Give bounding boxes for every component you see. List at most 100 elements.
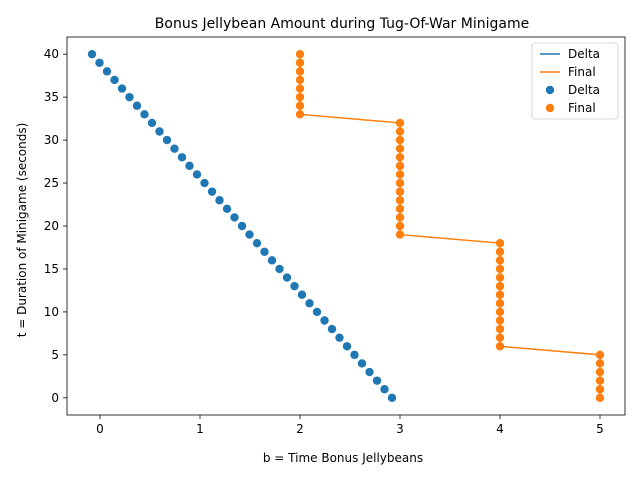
y-tick-label: 0 — [51, 391, 59, 405]
data-point-final — [495, 247, 505, 256]
data-point-final — [595, 367, 605, 377]
y-axis-label: t = Duration of Minigame (seconds) — [15, 123, 29, 338]
data-point-final — [395, 170, 405, 179]
data-point-delta — [387, 393, 397, 403]
legend-label: Delta — [568, 83, 600, 97]
data-point-delta — [245, 230, 254, 239]
data-point-final — [295, 84, 305, 93]
data-point-delta — [207, 187, 217, 196]
data-point-delta — [162, 135, 172, 145]
plot-area — [87, 49, 605, 403]
data-point-final — [595, 359, 605, 368]
data-point-delta — [102, 67, 112, 76]
data-point-final — [395, 196, 405, 205]
data-point-final — [395, 187, 405, 196]
chart-title: Bonus Jellybean Amount during Tug-Of-War… — [155, 16, 529, 32]
data-point-final — [395, 135, 405, 145]
data-point-final — [395, 153, 405, 162]
data-point-final — [395, 213, 405, 222]
data-point-final — [395, 118, 405, 128]
y-tick-label: 30 — [44, 133, 59, 147]
data-point-final — [595, 385, 605, 394]
x-tick-label: 3 — [396, 422, 404, 436]
y-tick-label: 15 — [44, 262, 59, 276]
y-tick-label: 5 — [51, 348, 59, 362]
data-point-final — [495, 273, 505, 282]
data-point-delta — [140, 110, 149, 119]
data-point-final — [395, 144, 405, 153]
data-point-final — [295, 110, 305, 119]
data-point-final — [395, 221, 405, 231]
data-point-delta — [365, 367, 374, 377]
data-point-final — [495, 290, 505, 299]
data-point-delta — [267, 256, 277, 265]
data-point-final — [395, 178, 405, 188]
x-tick-label: 2 — [296, 422, 304, 436]
data-point-final — [295, 92, 305, 102]
data-point-final — [495, 316, 505, 325]
data-point-delta — [185, 161, 194, 171]
legend-label: Final — [568, 65, 596, 79]
data-point-final — [495, 264, 505, 274]
data-point-final — [495, 333, 505, 342]
data-point-delta — [305, 299, 314, 308]
data-point-delta — [110, 75, 119, 85]
data-point-delta — [297, 290, 307, 299]
legend-swatch-marker — [545, 85, 555, 95]
data-point-delta — [230, 213, 239, 222]
x-tick-label: 4 — [496, 422, 504, 436]
data-point-delta — [222, 204, 232, 214]
data-point-final — [295, 67, 305, 76]
data-point-final — [495, 238, 505, 248]
data-point-final — [495, 281, 505, 291]
data-point-delta — [117, 84, 127, 93]
data-point-delta — [342, 342, 352, 351]
data-point-delta — [282, 273, 292, 282]
x-axis-label: b = Time Bonus Jellybeans — [263, 451, 423, 465]
y-tick-label: 35 — [44, 90, 59, 104]
data-point-final — [395, 230, 405, 239]
legend-box — [531, 42, 619, 120]
data-point-final — [295, 101, 305, 110]
data-point-delta — [275, 264, 284, 274]
data-point-delta — [132, 101, 142, 110]
legend-swatch-marker — [545, 103, 555, 113]
data-point-delta — [252, 238, 262, 248]
x-tick-label: 0 — [96, 422, 104, 436]
data-point-final — [395, 204, 405, 214]
data-point-delta — [200, 178, 209, 188]
data-point-delta — [380, 385, 389, 394]
data-point-final — [495, 256, 505, 265]
legend-label: Delta — [568, 47, 600, 61]
data-point-delta — [95, 58, 104, 67]
data-point-delta — [260, 247, 269, 256]
data-point-delta — [170, 144, 179, 153]
y-tick-label: 25 — [44, 176, 59, 190]
data-point-delta — [372, 376, 382, 385]
data-point-final — [295, 49, 305, 59]
data-point-delta — [312, 307, 322, 317]
data-point-final — [295, 58, 305, 67]
data-point-delta — [237, 221, 247, 231]
legend-label: Final — [568, 101, 596, 115]
data-point-final — [495, 342, 505, 351]
data-point-delta — [290, 281, 299, 291]
data-point-final — [295, 75, 305, 85]
data-point-final — [395, 161, 405, 171]
data-point-delta — [87, 49, 97, 59]
data-point-delta — [320, 316, 329, 325]
data-point-delta — [327, 324, 337, 334]
data-point-delta — [125, 92, 134, 102]
data-point-final — [595, 393, 605, 403]
data-point-final — [495, 307, 505, 317]
data-point-delta — [192, 170, 202, 179]
x-tick-label: 1 — [196, 422, 204, 436]
data-point-final — [595, 350, 605, 360]
data-point-delta — [215, 196, 224, 205]
data-point-delta — [147, 118, 157, 128]
data-point-final — [495, 324, 505, 334]
y-tick-label: 20 — [44, 219, 59, 233]
data-point-delta — [335, 333, 344, 342]
data-point-final — [595, 376, 605, 385]
